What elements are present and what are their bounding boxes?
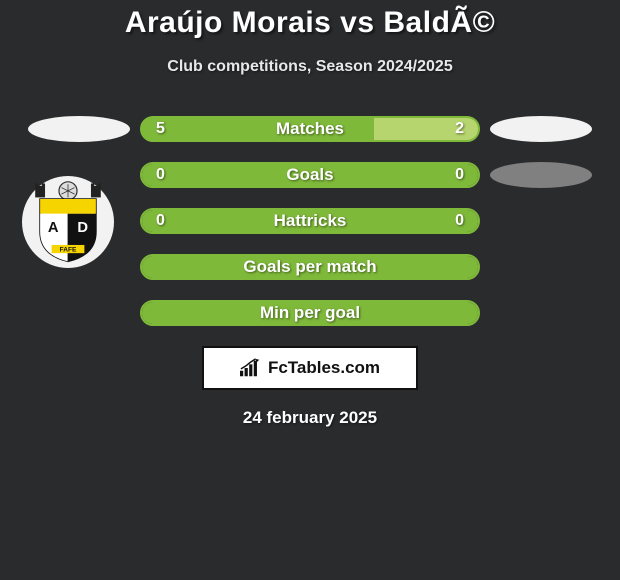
page-subtitle: Club competitions, Season 2024/2025 xyxy=(0,58,620,76)
page-title: Araújo Morais vs BaldÃ© xyxy=(0,0,620,40)
stat-bar: Goals00 xyxy=(140,162,480,188)
stat-bar: Matches52 xyxy=(140,116,480,142)
bar-fill-left xyxy=(142,210,478,232)
bar-fill-right xyxy=(374,118,478,140)
bar-fill-left xyxy=(142,164,478,186)
placeholder xyxy=(28,162,130,188)
bar-fill-left xyxy=(142,256,478,278)
player-right-ellipse xyxy=(490,116,592,142)
stat-row: Min per goal xyxy=(0,300,620,326)
placeholder xyxy=(28,208,130,234)
stat-row: Matches52 xyxy=(0,116,620,142)
placeholder xyxy=(490,208,592,234)
brand-text: FcTables.com xyxy=(268,358,380,378)
stat-row: Goals00 xyxy=(0,162,620,188)
stat-bar: Goals per match xyxy=(140,254,480,280)
svg-text:FAFE: FAFE xyxy=(60,247,77,254)
stat-bar: Min per goal xyxy=(140,300,480,326)
stat-row: Goals per match xyxy=(0,254,620,280)
stat-bar: Hattricks00 xyxy=(140,208,480,234)
infographic-root: Araújo Morais vs BaldÃ© Club competition… xyxy=(0,0,620,580)
stats-container: Matches52 Goals00 Hattricks00 Goals per mat… xyxy=(0,116,620,326)
player-right-ellipse xyxy=(490,162,592,188)
placeholder xyxy=(28,300,130,326)
player-left-ellipse xyxy=(28,116,130,142)
footer-date: 24 february 2025 xyxy=(0,408,620,428)
placeholder xyxy=(490,300,592,326)
placeholder xyxy=(28,254,130,280)
stat-row: Hattricks00 xyxy=(0,208,620,234)
bar-fill-left xyxy=(142,302,478,324)
brand-box: FcTables.com xyxy=(202,346,418,390)
placeholder xyxy=(490,254,592,280)
bars-icon xyxy=(240,358,262,378)
bar-fill-left xyxy=(142,118,374,140)
